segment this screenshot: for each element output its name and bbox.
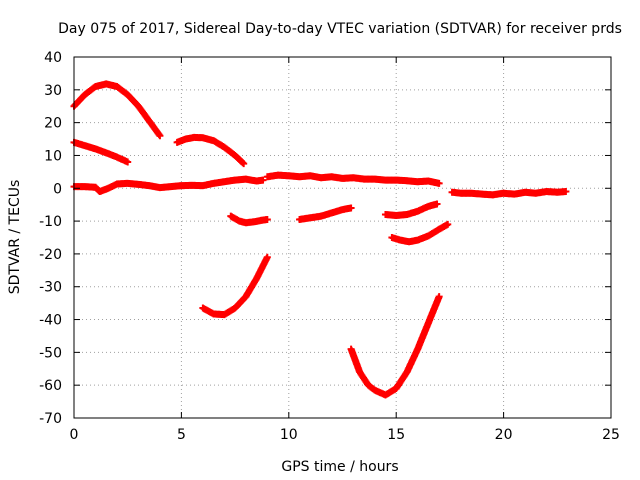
y-tick-label: -20 [39, 247, 62, 263]
data-marker [263, 255, 271, 263]
y-tick-label: 10 [44, 148, 62, 164]
series-group [70, 138, 132, 166]
data-marker [346, 204, 354, 212]
data-marker [443, 221, 451, 229]
x-tick-label: 5 [177, 427, 186, 443]
y-tick-label: -10 [39, 214, 62, 230]
x-tick-label: 25 [602, 427, 620, 443]
data-marker [435, 294, 443, 302]
y-tick-label: 0 [53, 181, 62, 197]
y-tick-label: -50 [39, 345, 62, 361]
x-axis-label: GPS time / hours [281, 459, 398, 475]
y-tick-label: -60 [39, 378, 62, 394]
data-marker [434, 179, 442, 187]
data-marker [258, 176, 266, 184]
data-marker [155, 131, 163, 139]
x-tick-labels: 0 5 10 15 20 25 [70, 427, 620, 443]
series-group [173, 133, 248, 168]
x-tick-label: 20 [495, 427, 513, 443]
series-group [388, 220, 452, 246]
y-tick-label: -30 [39, 280, 62, 296]
y-tick-label: -40 [39, 313, 62, 329]
x-tick-label: 0 [70, 427, 79, 443]
chart-title: Day 075 of 2017, Sidereal Day-to-day VTE… [58, 21, 622, 37]
x-tick-label: 15 [387, 427, 405, 443]
series-group [263, 171, 443, 187]
series-group [70, 80, 164, 140]
series-group [381, 200, 441, 220]
data-series [70, 80, 570, 399]
plot-frame [73, 56, 612, 419]
y-tick-labels: -70 -60 -50 -40 -30 -20 -10 0 10 20 30 40 [39, 50, 62, 427]
axis-ticks [73, 56, 612, 419]
data-marker [432, 200, 440, 208]
x-tick-label: 10 [280, 427, 298, 443]
series-group [70, 175, 267, 196]
series-group [199, 253, 271, 319]
y-tick-label: -70 [39, 411, 62, 427]
series-group [296, 204, 355, 223]
data-marker [238, 158, 246, 166]
y-tick-label: 40 [44, 50, 62, 66]
data-marker [560, 188, 568, 196]
y-tick-label: 30 [44, 83, 62, 99]
data-marker [262, 216, 270, 224]
data-marker [239, 159, 247, 167]
y-tick-label: 20 [44, 116, 62, 132]
data-marker [122, 157, 130, 165]
grid-lines [74, 57, 611, 418]
y-axis-label: SDTVAR / TECUs [7, 180, 23, 295]
series-group [347, 293, 443, 399]
series-group [227, 212, 271, 227]
series-group [448, 188, 570, 199]
